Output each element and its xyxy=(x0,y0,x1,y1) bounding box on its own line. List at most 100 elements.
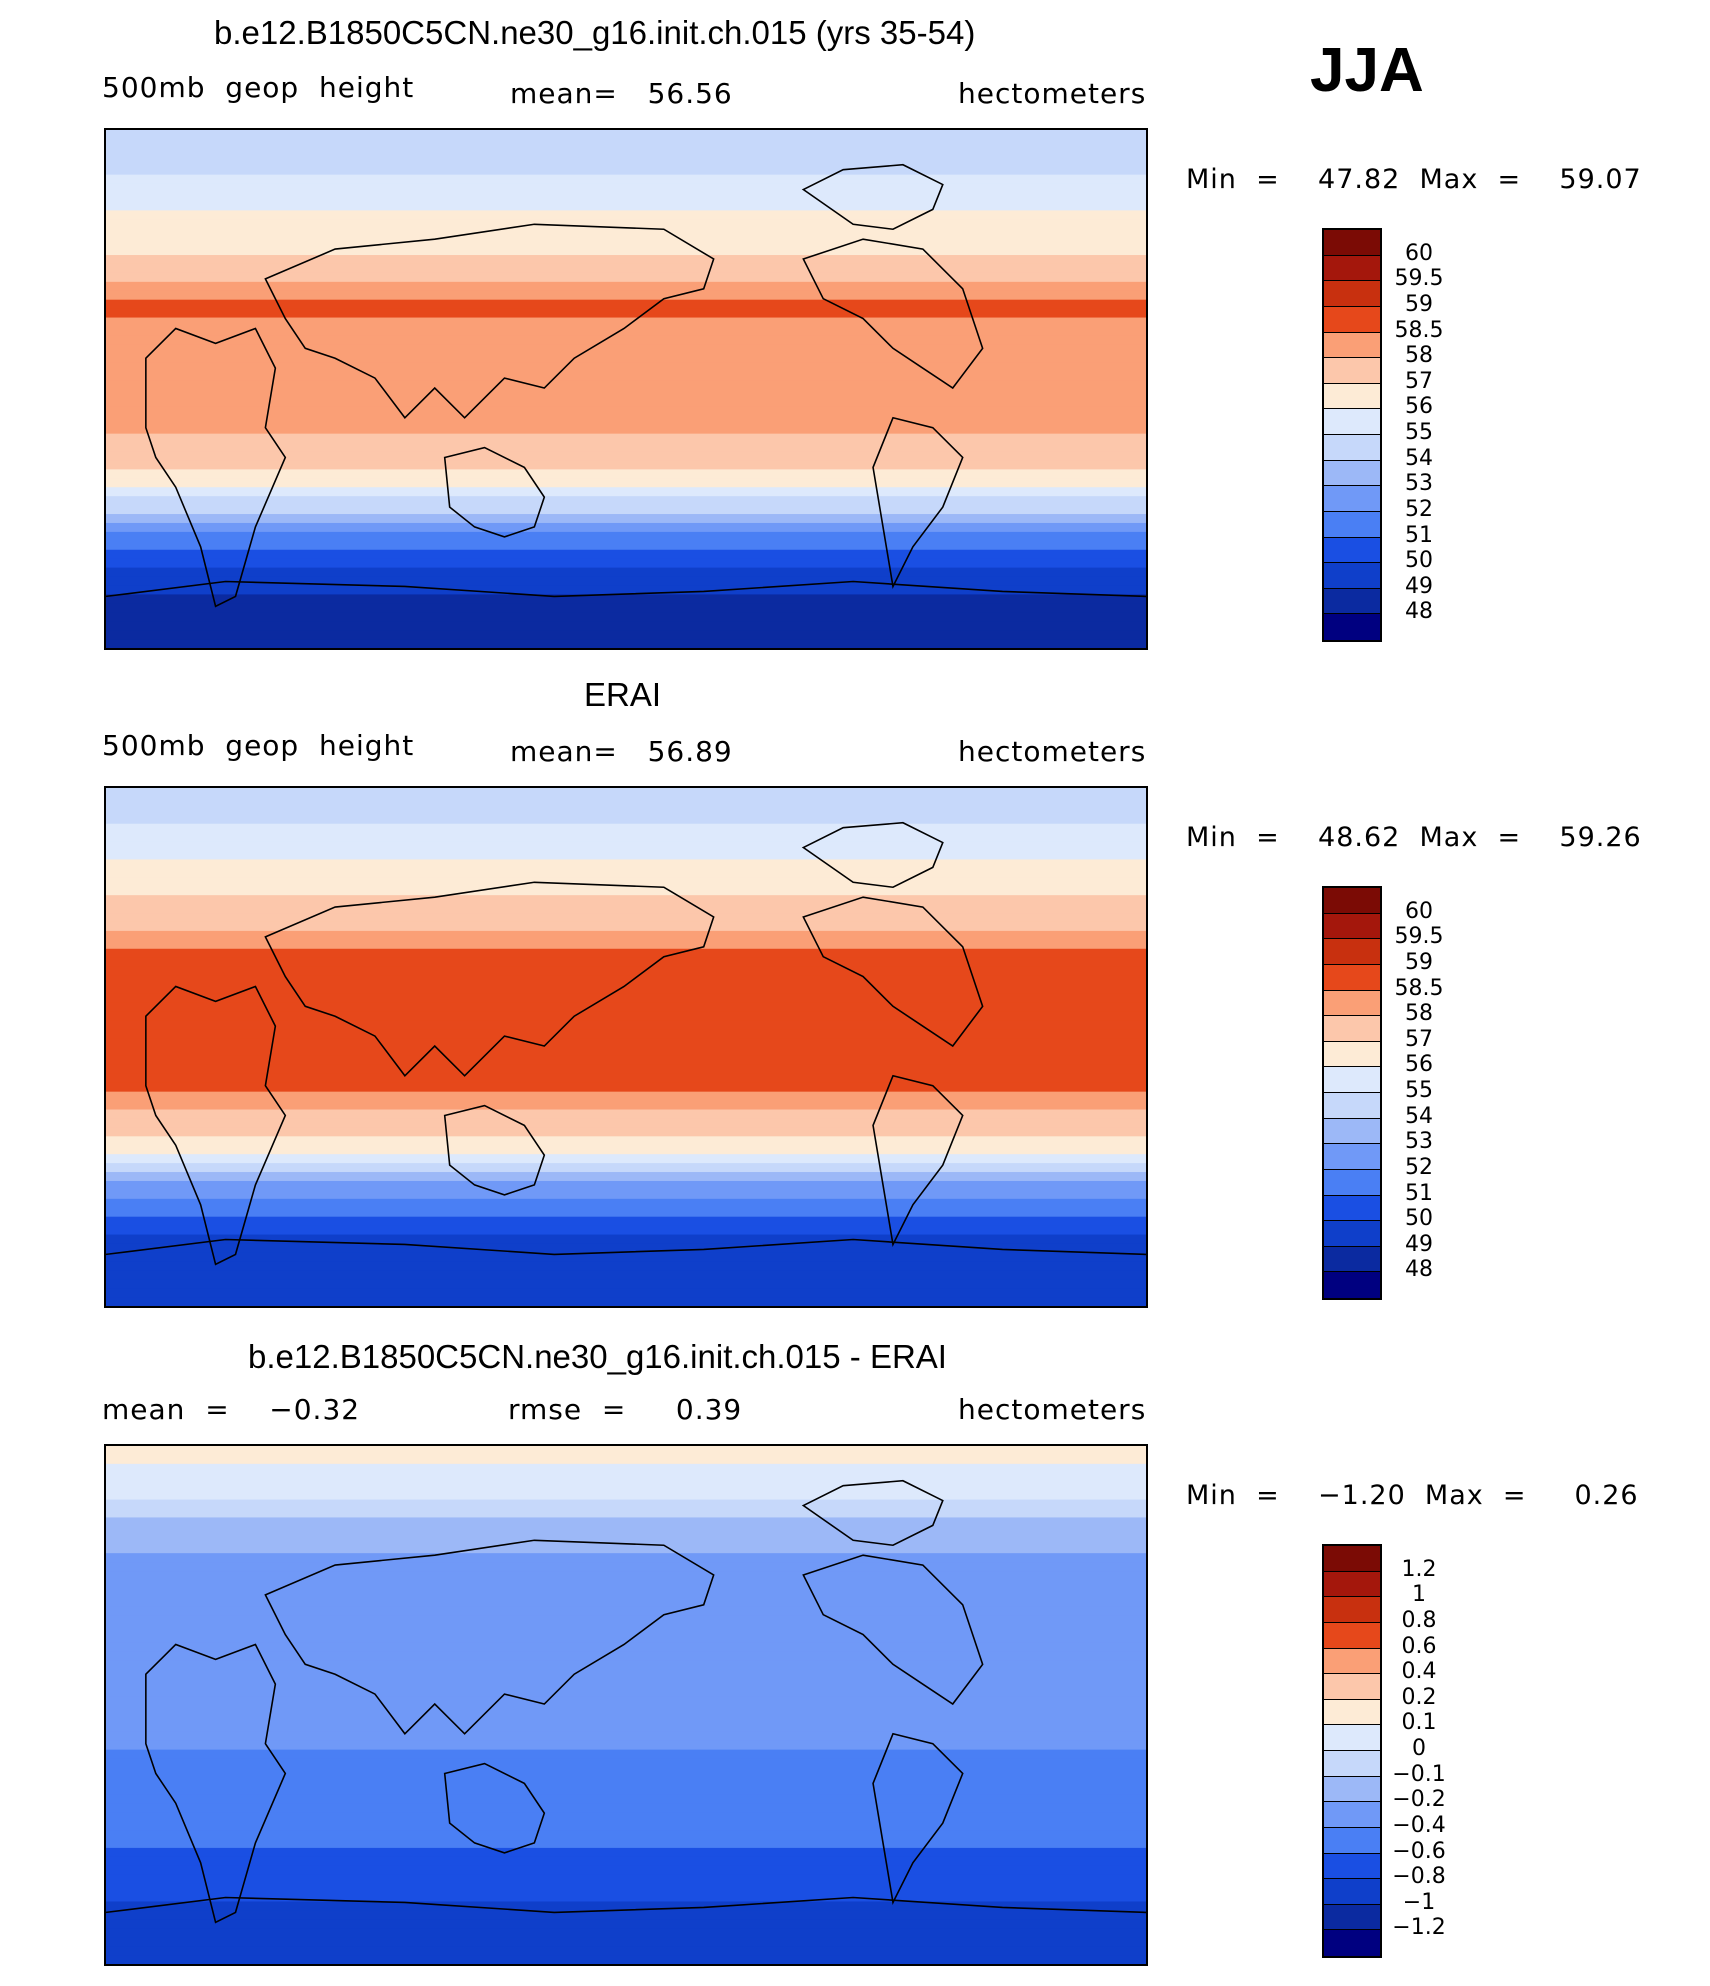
latitude-band xyxy=(106,281,1146,292)
latitude-band xyxy=(106,174,1146,185)
coastline-outline xyxy=(106,1238,1146,1256)
panel-3-rmse-label: rmse = 0.39 xyxy=(508,1393,743,1426)
latitude-band xyxy=(106,1243,1146,1254)
latitude-band xyxy=(106,1535,1146,1545)
colorbar-segment xyxy=(1324,1093,1380,1119)
colorbar-tick-label: 58 xyxy=(1405,343,1433,369)
colorbar-tick-label: 0 xyxy=(1412,1736,1426,1761)
latitude-band xyxy=(106,1892,1146,1903)
colorbar-tick-label: 57 xyxy=(1405,1026,1433,1052)
latitude-band xyxy=(106,1785,1146,1795)
latitude-band xyxy=(106,1109,1146,1120)
latitude-band xyxy=(106,219,1146,229)
latitude-band xyxy=(106,1856,1146,1867)
latitude-band xyxy=(106,1091,1146,1102)
latitude-band xyxy=(106,522,1146,533)
latitude-band xyxy=(106,1154,1146,1164)
latitude-band xyxy=(106,1597,1146,1608)
colorbar-segment xyxy=(1324,1853,1380,1880)
latitude-band xyxy=(106,868,1146,878)
latitude-band xyxy=(106,1038,1146,1048)
latitude-band xyxy=(106,1946,1146,1956)
latitude-band xyxy=(106,1163,1146,1173)
coastline-outline xyxy=(443,1762,546,1854)
latitude-band xyxy=(106,1463,1146,1474)
coastline-outline xyxy=(801,163,944,231)
latitude-band xyxy=(106,859,1146,869)
colorbar-tick-label: 59 xyxy=(1405,291,1433,317)
coastline-outline xyxy=(145,1643,287,1924)
coastline-outline xyxy=(264,223,715,419)
latitude-band xyxy=(106,1588,1146,1599)
colorbar-tick-label: 59.5 xyxy=(1394,266,1444,292)
coastline-outline xyxy=(872,1732,964,1906)
latitude-band xyxy=(106,1499,1146,1510)
latitude-band xyxy=(106,1776,1146,1786)
latitude-band xyxy=(106,1687,1146,1697)
colorbar-segment xyxy=(1324,511,1380,538)
colorbar-tick-label: 53 xyxy=(1405,1129,1433,1155)
colorbar-segment xyxy=(1324,1016,1380,1042)
latitude-band xyxy=(106,585,1146,596)
colorbar-segment xyxy=(1324,1144,1380,1170)
colorbar-tick-label: 56 xyxy=(1405,1052,1433,1078)
coastline-outline xyxy=(801,1479,944,1547)
panel-2-heatmap xyxy=(106,788,1146,1306)
colorbar-tick-label: 52 xyxy=(1405,1154,1433,1180)
colorbar-segment xyxy=(1324,1246,1380,1273)
latitude-band xyxy=(106,1136,1146,1146)
latitude-band xyxy=(106,1481,1146,1492)
colorbar-tick-label: −1.2 xyxy=(1392,1915,1446,1941)
panel-3-mean-label: mean = −0.32 xyxy=(102,1393,361,1426)
coastline-outline xyxy=(872,1074,964,1248)
colorbar-segment xyxy=(1324,1571,1380,1598)
latitude-band xyxy=(106,1100,1146,1111)
latitude-band xyxy=(106,1082,1146,1093)
latitude-band xyxy=(106,1189,1146,1200)
latitude-band xyxy=(106,353,1146,363)
colorbar-segment xyxy=(1324,435,1380,461)
colorbar-segment xyxy=(1324,358,1380,384)
coastline-outline xyxy=(443,446,546,538)
colorbar-segment xyxy=(1324,1827,1380,1854)
latitude-band xyxy=(106,1919,1146,1929)
latitude-band xyxy=(106,1454,1146,1465)
panel-3-minmax: Min = −1.20 Max = 0.26 xyxy=(1186,1480,1639,1511)
latitude-band xyxy=(106,1713,1146,1724)
colorbar-tick-label: −0.2 xyxy=(1392,1787,1446,1813)
latitude-band xyxy=(106,921,1146,932)
colorbar-segment xyxy=(1324,1751,1380,1777)
latitude-band xyxy=(106,1553,1146,1563)
colorbar-tick-label: 59 xyxy=(1405,949,1433,975)
latitude-band xyxy=(106,993,1146,1003)
colorbar-tick-label: 60 xyxy=(1405,240,1433,266)
latitude-band xyxy=(106,424,1146,435)
colorbar-segment xyxy=(1324,1041,1380,1068)
latitude-band xyxy=(106,886,1146,896)
colorbar-segment xyxy=(1324,990,1380,1017)
colorbar-segment xyxy=(1324,939,1380,965)
latitude-band xyxy=(106,487,1146,497)
colorbar-tick-label: 55 xyxy=(1405,1078,1433,1103)
colorbar-tick-label: 58.5 xyxy=(1394,317,1444,343)
latitude-band xyxy=(106,1526,1146,1536)
latitude-band xyxy=(106,496,1146,506)
coastline-outline xyxy=(106,1896,1146,1914)
colorbar-segment xyxy=(1324,537,1380,564)
latitude-band xyxy=(106,1874,1146,1885)
latitude-band xyxy=(106,1821,1146,1831)
latitude-band xyxy=(106,210,1146,220)
panel-3-heatmap xyxy=(106,1446,1146,1964)
latitude-band xyxy=(106,814,1146,825)
latitude-band xyxy=(106,228,1146,238)
latitude-band xyxy=(106,612,1146,622)
panel-2-mean-label: mean= 56.89 xyxy=(510,735,733,768)
latitude-band xyxy=(106,930,1146,941)
latitude-band xyxy=(106,975,1146,986)
latitude-band xyxy=(106,832,1146,843)
coastline-outline xyxy=(264,881,715,1077)
colorbar-tick-label: −0.1 xyxy=(1392,1761,1446,1787)
colorbar-segment xyxy=(1324,588,1380,615)
latitude-band xyxy=(106,1270,1146,1280)
latitude-band xyxy=(106,308,1146,319)
